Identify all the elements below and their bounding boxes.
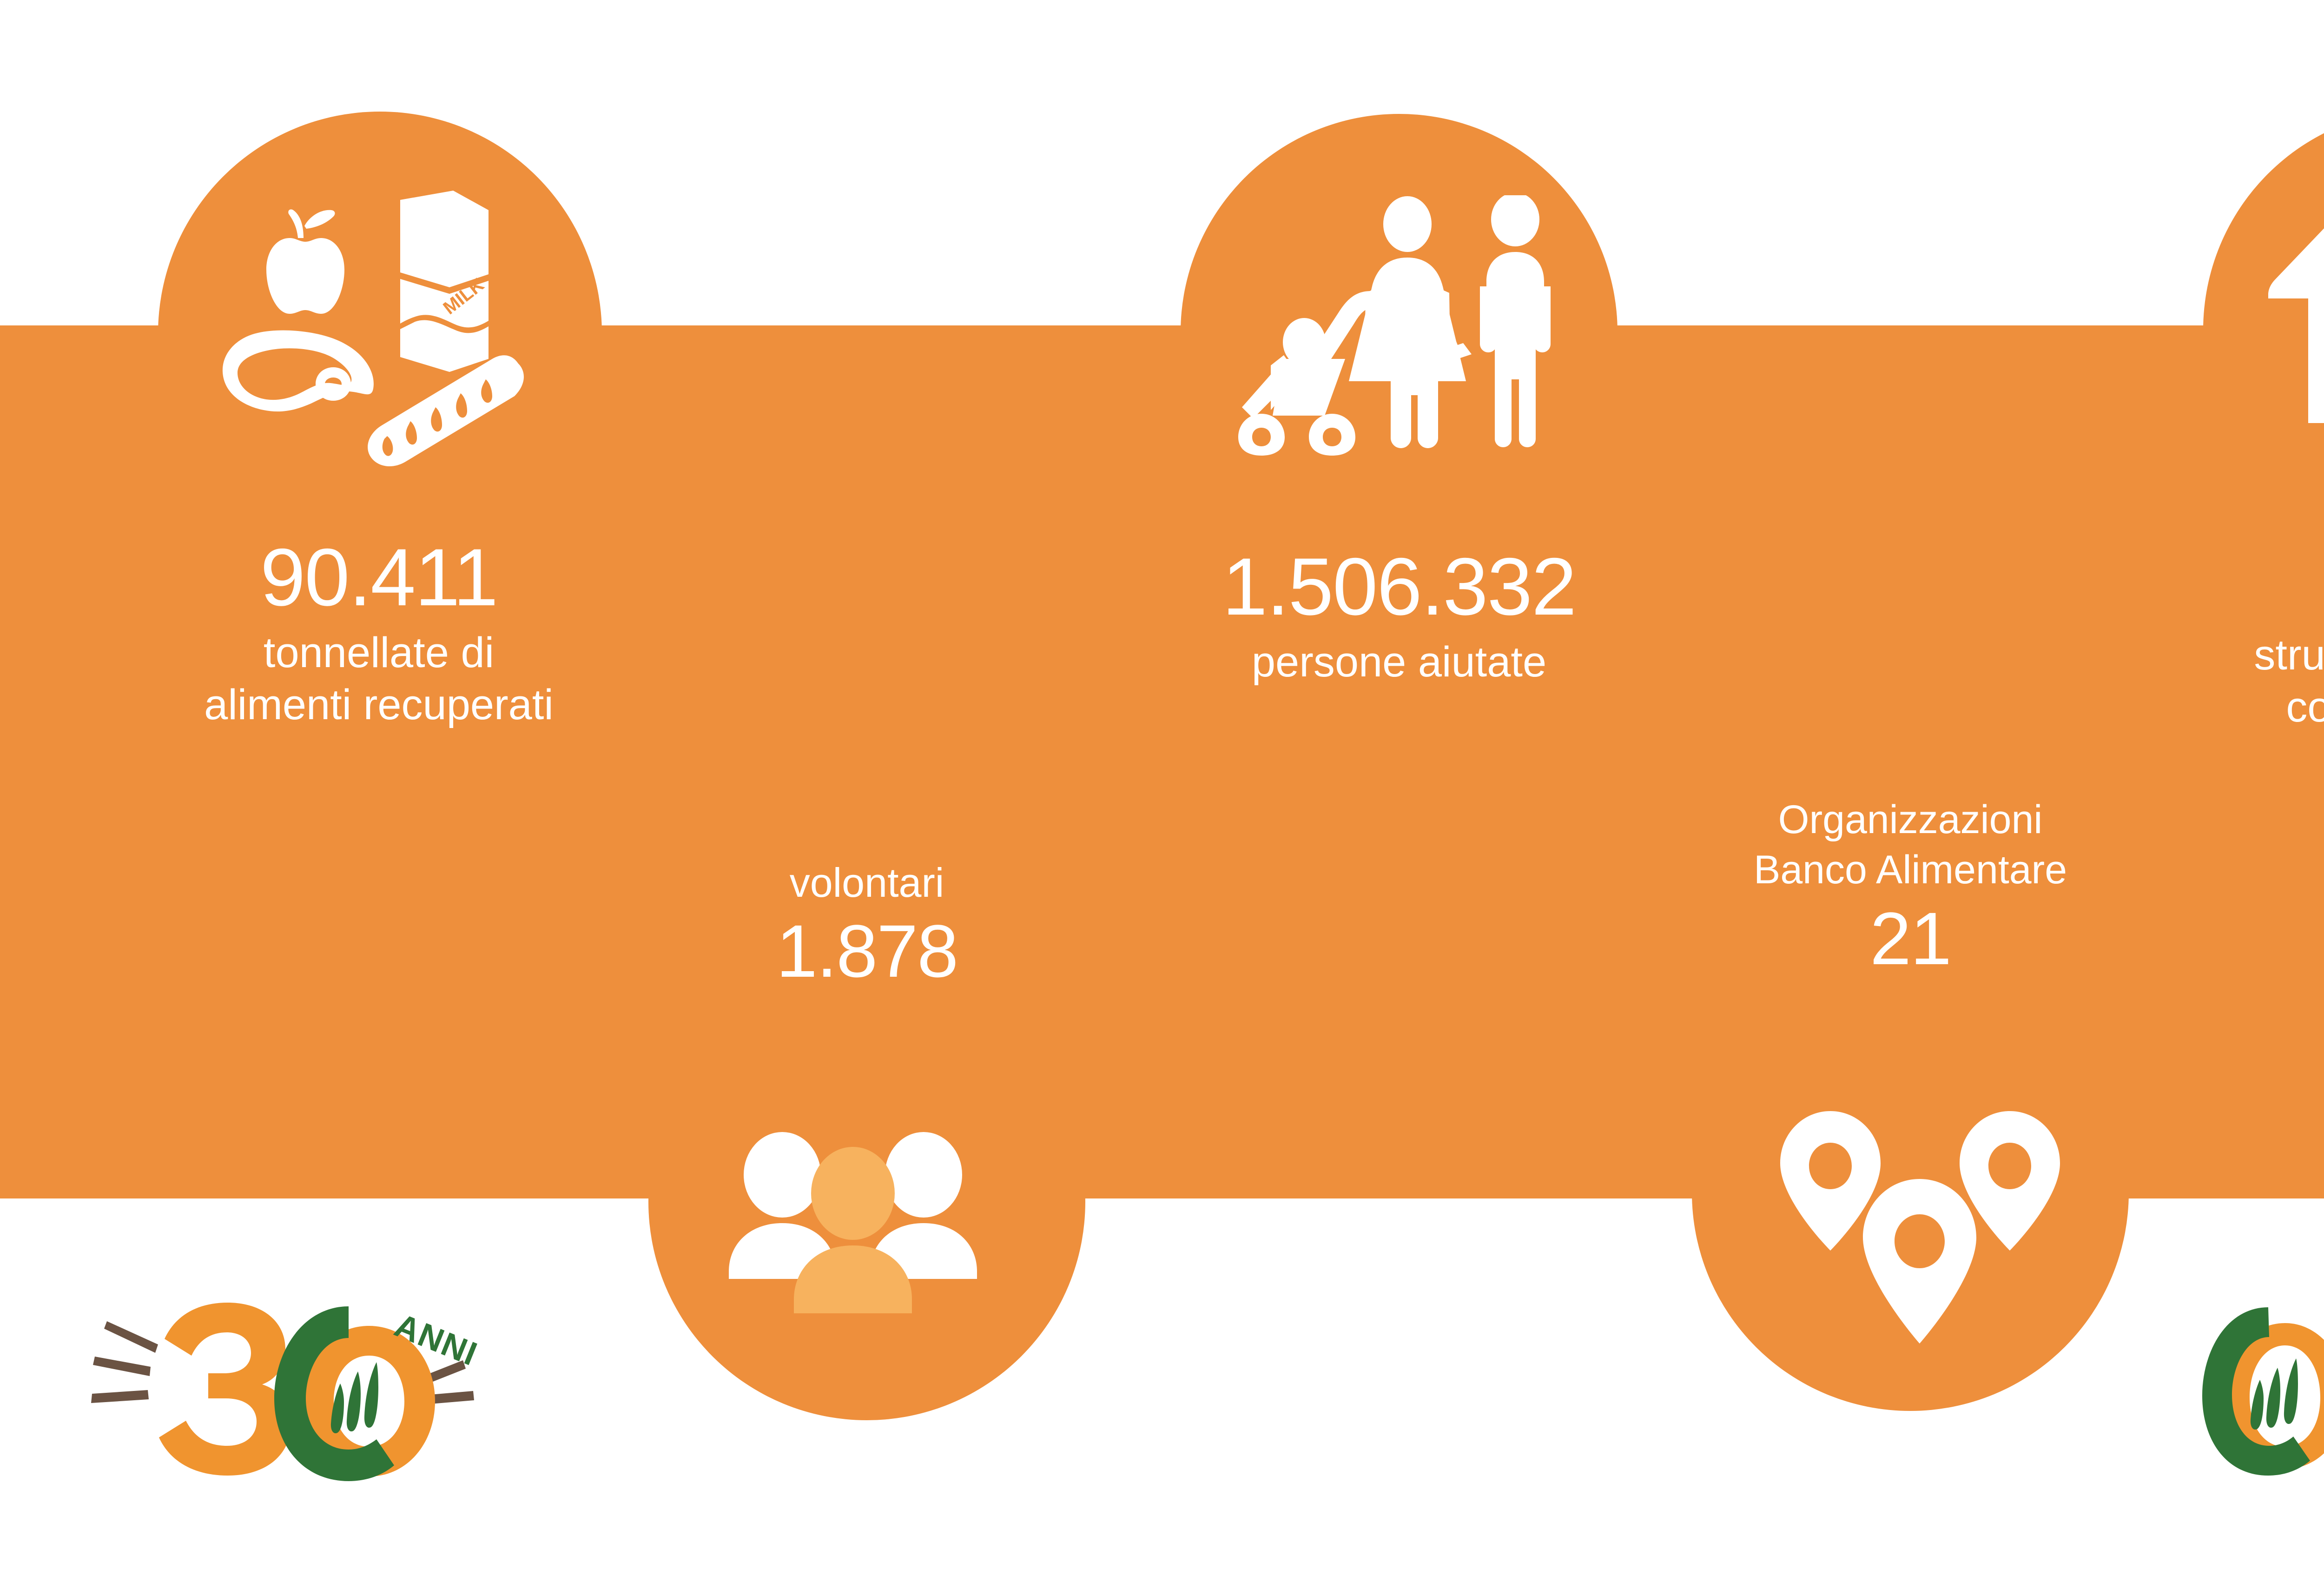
banco-alimentare-logo: Banco Alimentare xyxy=(2199,1297,2324,1483)
stat-people-helped: 1.506.332 persone aiutate xyxy=(1050,546,1748,688)
stat-label-volunteers-line1: volontari xyxy=(789,860,944,906)
stat-value-house: 7.569 xyxy=(2075,539,2324,621)
wheat-strokes-icon xyxy=(330,1362,378,1434)
logo-wheat-strokes xyxy=(2250,1358,2298,1430)
stat-value-people: 1.506.332 xyxy=(1222,542,1577,632)
stat-label-people-line1: persone aiutate xyxy=(1251,638,1547,686)
stat-label-food: tonnellate di alimenti recuperati xyxy=(30,627,727,731)
thirty-numeral-three xyxy=(159,1303,291,1476)
logo-orange-ring xyxy=(2223,1323,2324,1469)
logo-green-c xyxy=(2202,1307,2310,1476)
stat-volunteers: volontari 1.878 xyxy=(523,858,1211,988)
family-icon xyxy=(1232,195,1566,456)
person-front-icon xyxy=(794,1147,912,1313)
stat-label-organizations: Organizzazioni Banco Alimentare xyxy=(1566,795,2254,895)
stat-label-house: strutture caritative convenzionate xyxy=(2075,629,2324,733)
stat-label-organizations-line1: Organizzazioni xyxy=(1778,797,2043,842)
thirty-years-logo: ANNI xyxy=(88,1274,483,1483)
stat-charity-structures: 7.569 strutture caritative convenzionate xyxy=(2075,539,2324,733)
green-c-mark-icon xyxy=(274,1306,394,1481)
thirty-numeral-zero xyxy=(303,1326,435,1476)
house-heart-icon xyxy=(2268,135,2324,423)
orange-band xyxy=(0,325,2324,1198)
stat-label-organizations-line2: Banco Alimentare xyxy=(1753,847,2067,892)
map-pins-icon xyxy=(1762,1092,2078,1344)
stat-label-food-line2: alimenti recuperati xyxy=(204,681,554,729)
pin-right-icon xyxy=(1960,1111,2060,1251)
radiating-dashes-left-icon xyxy=(91,1321,158,1403)
stat-label-house-line1: strutture caritative xyxy=(2254,631,2324,679)
stat-value-food: 90.411 xyxy=(260,532,498,623)
stat-label-food-line1: tonnellate di xyxy=(263,629,495,676)
stat-value-volunteers: 1.878 xyxy=(776,909,958,993)
stat-value-organizations: 21 xyxy=(1870,897,1952,980)
stat-food-recovered: 90.411 tonnellate di alimenti recuperati xyxy=(30,537,727,731)
stat-organizations: Organizzazioni Banco Alimentare 21 xyxy=(1566,795,2254,976)
pin-left-icon xyxy=(1780,1111,1881,1251)
people-group-icon xyxy=(702,1132,1004,1313)
stat-label-people: persone aiutate xyxy=(1050,636,1748,688)
food-basket-icon: MILK xyxy=(211,181,537,479)
stat-label-house-line2: convenzionate xyxy=(2286,683,2324,731)
pin-center-icon xyxy=(1863,1179,1976,1344)
stat-label-volunteers: volontari xyxy=(523,858,1211,907)
